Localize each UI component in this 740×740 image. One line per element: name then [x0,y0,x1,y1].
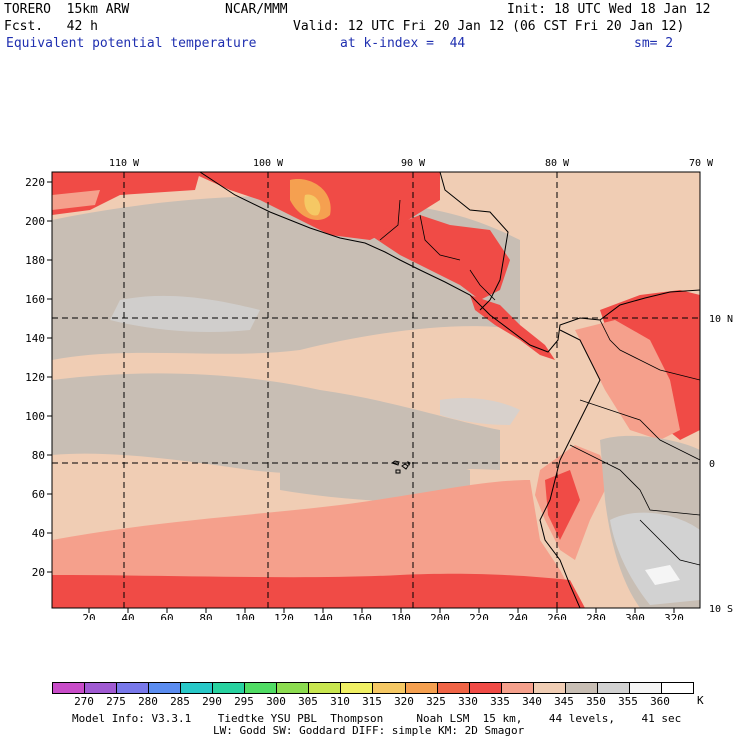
colorbar-swatch [116,683,149,693]
colorbar-label: 270 [74,695,94,708]
y-tick-label: 180 [25,254,45,267]
colorbar-label: 305 [298,695,318,708]
axis-ticks [47,181,675,613]
valid-time: Valid: 12 UTC Fri 20 Jan 12 (06 CST Fri … [293,19,685,34]
colorbar-swatch [532,683,565,693]
map-panel: 110 W 100 W 90 W 80 W 70 W 10 N 0 10 S 2… [0,150,740,625]
y-tick-label: 60 [32,488,45,501]
colorbar-label: 330 [458,695,478,708]
colorbar-swatch [404,683,437,693]
colorbar-swatch [148,683,181,693]
colorbar-unit: K [697,694,704,707]
colorbar-swatch [436,683,469,693]
lat-label: 10 N [709,314,733,325]
physics-info: LW: Godd SW: Goddard DIFF: simple KM: 2D… [213,724,525,737]
organization: NCAR/MMM [225,2,288,17]
y-tick-label: 20 [32,566,45,579]
colorbar-label: 325 [426,695,446,708]
map-frame [51,171,701,609]
colorbar-swatch [276,683,309,693]
colorbar-swatch [596,683,629,693]
x-tick-label: 160 [352,612,372,620]
y-tick-labels: 220 200 180 160 140 120 100 80 60 40 20 [25,176,45,579]
lon-label: 70 W [689,158,714,169]
x-tick-label: 100 [235,612,255,620]
x-tick-label: 320 [664,612,684,620]
colorbar-swatch [340,683,373,693]
y-tick-label: 200 [25,215,45,228]
colorbar-swatch [212,683,245,693]
colorbar-swatch [564,683,597,693]
colorbar [52,682,694,694]
colorbar-label: 285 [170,695,190,708]
colorbar-label: 295 [234,695,254,708]
y-tick-label: 160 [25,293,45,306]
y-tick-label: 80 [32,449,45,462]
lon-label: 90 W [401,158,426,169]
x-tick-label: 60 [160,612,173,620]
lon-label: 110 W [109,158,140,169]
x-tick-label: 40 [121,612,134,620]
x-tick-label: 80 [199,612,212,620]
init-time: Init: 18 UTC Wed 18 Jan 12 [507,2,711,17]
x-tick-label: 120 [274,612,294,620]
x-tick-label: 220 [469,612,489,620]
lat-label: 10 S [709,604,733,615]
lat-label: 0 [709,459,715,470]
model-info: Model Info: V3.3.1 Tiedtke YSU PBL Thomp… [72,712,682,725]
colorbar-swatch [308,683,341,693]
lon-label: 80 W [545,158,570,169]
x-tick-labels: 20 40 60 80 100 120 140 160 180 200 220 … [82,612,684,625]
colorbar-label: 355 [618,695,638,708]
graticule [52,172,700,608]
x-tick-label: 300 [625,612,645,620]
colorbar-label: 310 [330,695,350,708]
colorbar-label: 300 [266,695,286,708]
y-tick-label: 120 [25,371,45,384]
x-tick-label: 180 [391,612,411,620]
colorbar-label: 345 [554,695,574,708]
level-info: at k-index = 44 [340,36,466,51]
colorbar-swatch [244,683,277,693]
country-borders [379,199,700,566]
lat-labels: 10 N 0 10 S [709,314,733,615]
x-tick-label: 20 [82,612,95,620]
y-tick-label: 140 [25,332,45,345]
y-tick-label: 40 [32,527,45,540]
y-tick-label: 100 [25,410,45,423]
colorbar-swatch [53,683,85,693]
coastlines [199,172,700,608]
x-tick-label: 200 [430,612,450,620]
colorbar-label: 340 [522,695,542,708]
colorbar-swatch [500,683,533,693]
colorbar-label: 315 [362,695,382,708]
colorbar-swatch [84,683,117,693]
x-tick-label: 260 [547,612,567,620]
colorbar-swatch [628,683,661,693]
lon-labels: 110 W 100 W 90 W 80 W 70 W [109,158,714,169]
colorbar-label: 360 [650,695,670,708]
colorbar-label: 320 [394,695,414,708]
smoothing-info: sm= 2 [634,36,674,51]
x-tick-label: 140 [313,612,333,620]
colorbar-swatch [372,683,405,693]
colorbar-label: 275 [106,695,126,708]
colorbar-label: 335 [490,695,510,708]
colorbar-label: 290 [202,695,222,708]
colorbar-swatch [468,683,501,693]
model-name: TORERO 15km ARW [4,2,130,17]
colorbar-swatch [180,683,213,693]
colorbar-swatch [660,683,693,693]
x-tick-label: 240 [508,612,528,620]
field-name: Equivalent potential temperature [6,36,257,51]
colorbar-label: 280 [138,695,158,708]
colorbar-label: 350 [586,695,606,708]
x-tick-label: 280 [586,612,606,620]
theta-e-field [52,172,700,608]
lon-label: 100 W [253,158,284,169]
y-tick-label: 220 [25,176,45,189]
forecast-hour: Fcst. 42 h [4,19,98,34]
